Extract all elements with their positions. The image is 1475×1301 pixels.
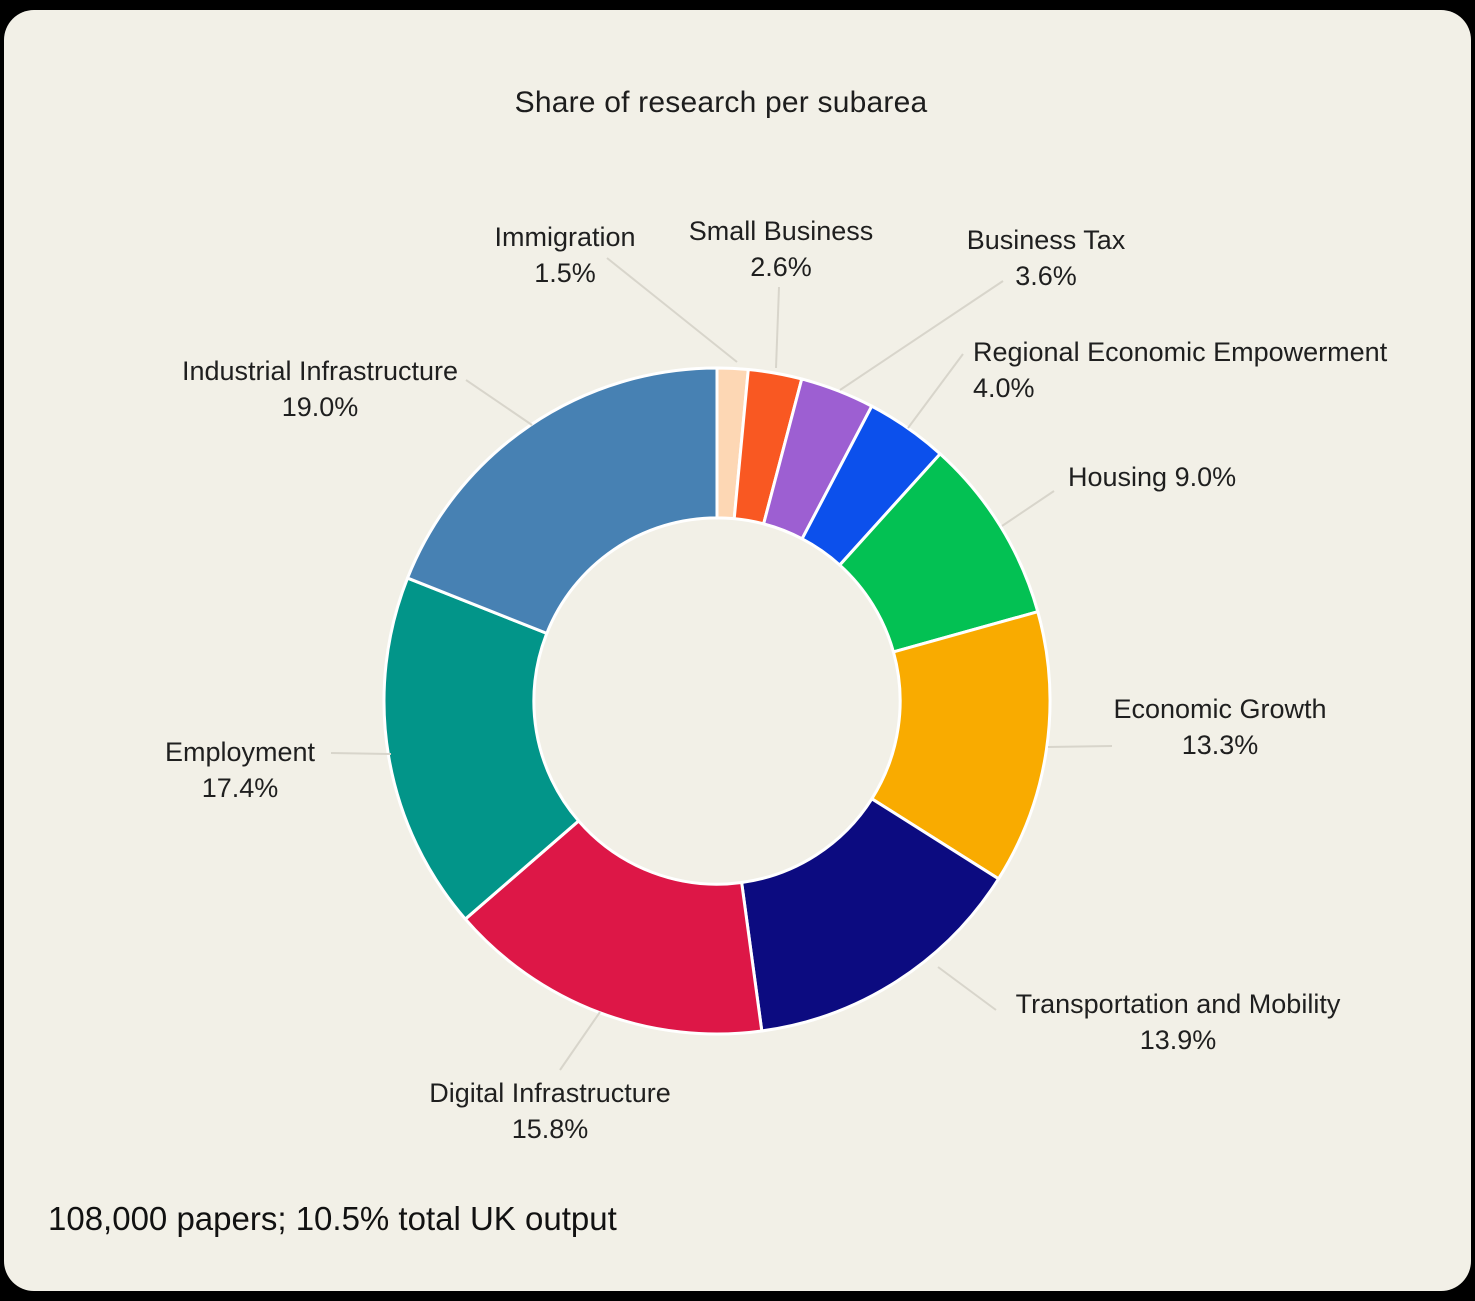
chart-caption: 108,000 papers; 10.5% total UK output (48, 1200, 617, 1237)
slice-digital-infrastructure[interactable] (463, 819, 764, 1036)
label-employment: Employment 17.4% (165, 737, 316, 803)
slice-economic-growth[interactable] (870, 610, 1052, 881)
chart-panel: Share of research per subarea 108,000 pa… (4, 10, 1471, 1291)
label-regional-economic-empowerment: Regional Economic Empowerment 4.0% (973, 337, 1388, 403)
slice-transportation-and-mobility[interactable] (740, 797, 1001, 1033)
label-transportation-and-mobility: Transportation and Mobility 13.9% (1016, 989, 1341, 1055)
leader-line-industrial-infrastructure (465, 379, 533, 426)
chart-title: Share of research per subarea (514, 86, 928, 119)
slice-industrial-infrastructure[interactable] (406, 366, 719, 635)
label-immigration: Immigration 1.5% (494, 222, 635, 288)
label-industrial-infrastructure: Industrial Infrastructure 19.0% (182, 356, 458, 422)
label-business-tax: Business Tax 3.6% (967, 225, 1126, 291)
leader-line-immigration (606, 257, 738, 363)
leader-line-small-business (775, 286, 780, 369)
leader-line-business-tax (839, 280, 1004, 391)
label-economic-growth: Economic Growth 13.3% (1113, 694, 1326, 760)
label-digital-infrastructure: Digital Infrastructure 15.8% (429, 1078, 671, 1144)
label-small-business: Small Business 2.6% (689, 216, 874, 282)
leader-line-employment (330, 752, 392, 755)
leader-line-economic-growth (1047, 745, 1113, 748)
leader-line-transportation-and-mobility (937, 966, 997, 1011)
leader-line-regional-economic-empowerment (907, 353, 964, 429)
leader-line-housing (1001, 490, 1055, 527)
leader-line-digital-infrastructure (559, 1011, 601, 1071)
slice-employment[interactable] (382, 576, 581, 921)
label-housing: Housing 9.0% (1068, 462, 1236, 492)
